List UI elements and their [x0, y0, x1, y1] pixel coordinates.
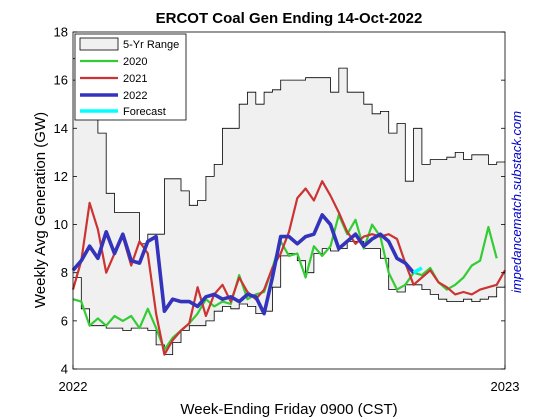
axis-ticks: 4 6 8 10 12 14 16 18 2022 2023 [54, 25, 520, 395]
y-axis-label: Weekly Avg Generation (GW) [32, 112, 49, 308]
legend-label-2020: 2020 [123, 56, 147, 68]
y-tick-label: 8 [61, 265, 68, 280]
legend-label-2022: 2022 [123, 90, 147, 102]
x-tick-label: 2023 [491, 379, 520, 394]
legend-label-5-yr-range: 5-Yr Range [123, 39, 179, 51]
y-tick-label: 14 [54, 121, 68, 136]
series-layer [71, 180, 506, 356]
legend-label-forecast: Forecast [123, 106, 166, 118]
y-tick-label: 18 [54, 25, 68, 40]
y-tick-label: 16 [54, 73, 68, 88]
legend-swatch-5-yr-range [79, 37, 119, 51]
y-tick-label: 10 [54, 217, 68, 232]
x-tick-label: 2022 [59, 379, 88, 394]
chart-title: ERCOT Coal Gen Ending 14-Oct-2022 [156, 10, 423, 27]
series-line-forecast [412, 266, 423, 275]
legend-label-2021: 2021 [123, 73, 147, 85]
plot-frame [72, 31, 506, 370]
series-line-2022 [71, 213, 415, 316]
legend: 5-Yr Range 2020 2021 2022 Forecast [74, 33, 187, 121]
y-tick-label: 4 [61, 362, 68, 377]
series-line-2020 [72, 213, 498, 351]
source-credit: impedancematch.substack.com [509, 111, 524, 293]
x-axis-label: Week-Ending Friday 0900 (CST) [180, 401, 397, 418]
y-tick-label: 12 [54, 169, 68, 184]
y-tick-label: 6 [61, 313, 68, 328]
